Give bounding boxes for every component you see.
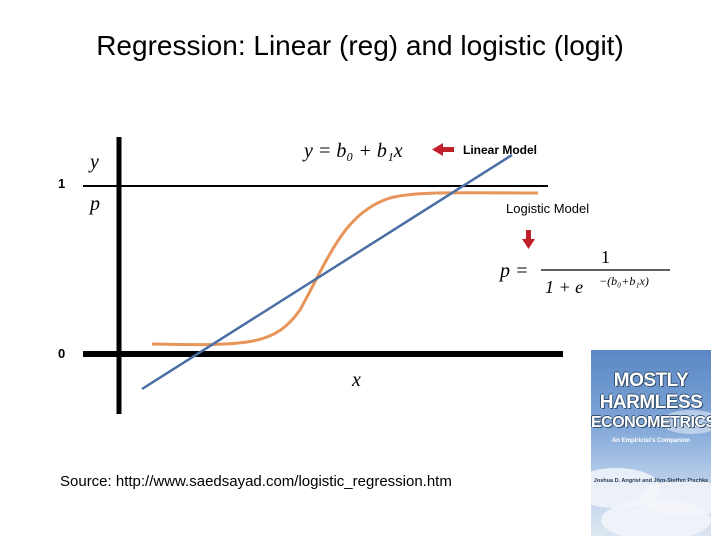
logistic-equation-exponent: −(b₀+b₁x) [599,274,649,288]
linear-regression-line [141,153,513,391]
logistic-equation-denominator: 1 + e [545,277,583,297]
x-axis-label: x [351,369,361,391]
book-cover-image: MOSTLY HARMLESS ECONOMETRICS An Empirici… [591,350,711,536]
tick-label-one: 1 [58,176,65,191]
linear-model-arrow-icon [432,143,454,156]
source-citation: Source: http://www.saedsayad.com/logisti… [60,473,452,490]
logistic-equation-lhs: p = [498,260,529,282]
linear-model-label: Linear Model [463,143,537,157]
logistic-equation-numerator: 1 [601,247,610,267]
logistic-model-arrow-icon [522,230,535,249]
book-title-line2: HARMLESS [599,392,703,413]
book-subtitle: An Empiricist's Companion [611,438,691,444]
cloud-shape [661,410,711,434]
cloud-shape [601,500,711,536]
book-title-line3: ECONOMETRICS [591,414,711,431]
book-authors: Joshua D. Angrist and Jörn-Steffen Pisch… [593,478,709,484]
linear-equation: y = b₀ + b₁x [302,140,403,162]
book-title-line1: MOSTLY [613,370,689,391]
logistic-curve [151,191,539,347]
logistic-model-label: Logistic Model [506,201,589,216]
p-axis-label: p [88,193,100,215]
tick-label-zero: 0 [58,346,65,361]
slide-title: Regression: Linear (reg) and logistic (l… [96,30,624,61]
y-axis-label: y [88,151,99,173]
